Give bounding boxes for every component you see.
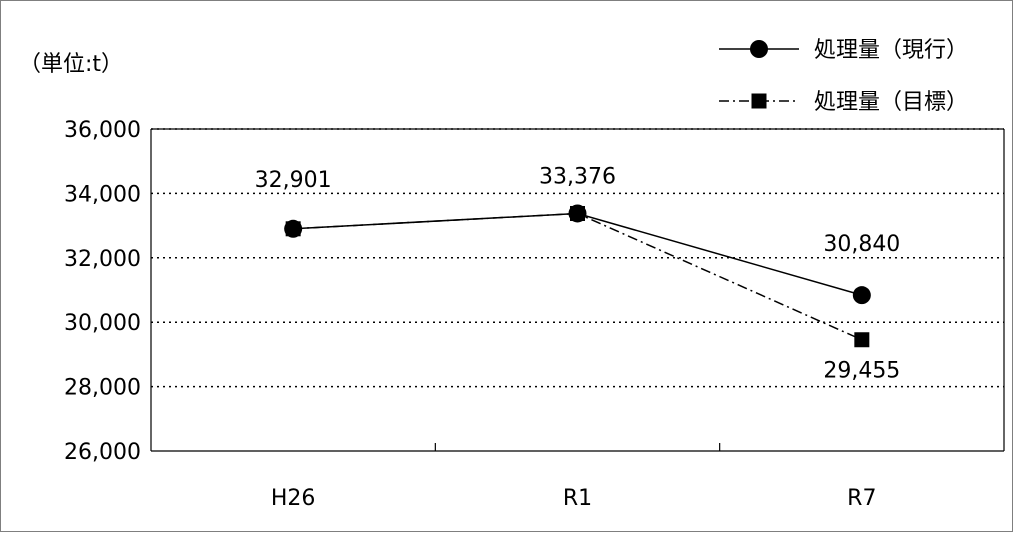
data-point-square [854, 332, 870, 348]
y-tick-label: 28,000 [64, 376, 141, 401]
legend-marker-circle [750, 40, 768, 58]
legend-marker-square [751, 93, 767, 109]
data-point-circle [852, 286, 871, 305]
data-point-square [570, 205, 585, 221]
x-category-label: R7 [847, 486, 876, 511]
y-tick-label: 34,000 [64, 182, 141, 207]
x-category-label: R1 [563, 486, 592, 511]
data-label: 33,376 [539, 164, 616, 189]
series-line-0 [293, 212, 863, 296]
legend-label: 処理量（目標） [814, 90, 968, 115]
data-label: 29,455 [823, 359, 900, 384]
legend-label: 処理量（現行） [814, 38, 968, 63]
y-tick-label: 36,000 [64, 118, 141, 143]
data-label: 32,901 [255, 168, 332, 193]
data-point-square [285, 221, 301, 237]
y-tick-label: 30,000 [64, 311, 141, 336]
data-label: 30,840 [823, 232, 900, 257]
x-category-label: H26 [271, 486, 316, 511]
unit-label: （単位:t） [19, 52, 123, 77]
y-tick-label: 32,000 [64, 247, 141, 272]
series-line-1 [293, 212, 863, 341]
y-tick-label: 26,000 [64, 440, 141, 465]
